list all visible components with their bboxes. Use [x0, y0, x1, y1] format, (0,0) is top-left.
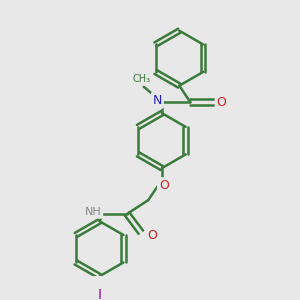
Text: NH: NH	[85, 207, 102, 217]
Text: N: N	[153, 94, 162, 107]
Text: O: O	[217, 96, 226, 109]
Text: I: I	[98, 287, 102, 300]
Text: O: O	[147, 230, 157, 242]
Text: CH₃: CH₃	[133, 74, 151, 84]
Text: O: O	[159, 179, 169, 192]
